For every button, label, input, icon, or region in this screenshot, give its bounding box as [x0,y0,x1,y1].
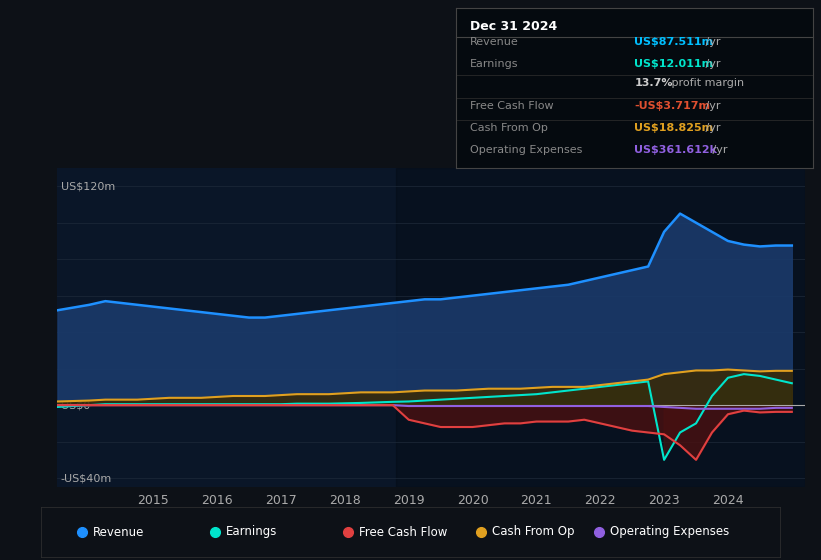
Text: Earnings: Earnings [470,59,518,69]
Text: US$361.612k: US$361.612k [635,146,718,156]
Text: Revenue: Revenue [93,525,144,539]
Text: profit margin: profit margin [668,78,745,88]
Text: /yr: /yr [709,146,727,156]
Text: Earnings: Earnings [226,525,277,539]
Text: Cash From Op: Cash From Op [470,123,548,133]
Text: US$12.011m: US$12.011m [635,59,713,69]
Text: US$87.511m: US$87.511m [635,37,713,47]
Text: Revenue: Revenue [470,37,519,47]
Text: -US$3.717m: -US$3.717m [635,101,710,111]
Bar [396,168,805,487]
Text: Operating Expenses: Operating Expenses [610,525,729,539]
Text: US$18.825m: US$18.825m [635,123,713,133]
Text: 13.7%: 13.7% [635,78,672,88]
Text: /yr: /yr [702,123,721,133]
Text: Free Cash Flow: Free Cash Flow [470,101,553,111]
Text: Free Cash Flow: Free Cash Flow [359,525,447,539]
Text: Operating Expenses: Operating Expenses [470,146,582,156]
Text: Cash From Op: Cash From Op [492,525,574,539]
Text: /yr: /yr [702,37,721,47]
Text: US$120m: US$120m [61,181,115,192]
Text: Dec 31 2024: Dec 31 2024 [470,20,557,32]
Text: -US$40m: -US$40m [61,473,112,483]
Text: US$0: US$0 [61,400,90,410]
Text: /yr: /yr [702,59,721,69]
Text: /yr: /yr [702,101,721,111]
